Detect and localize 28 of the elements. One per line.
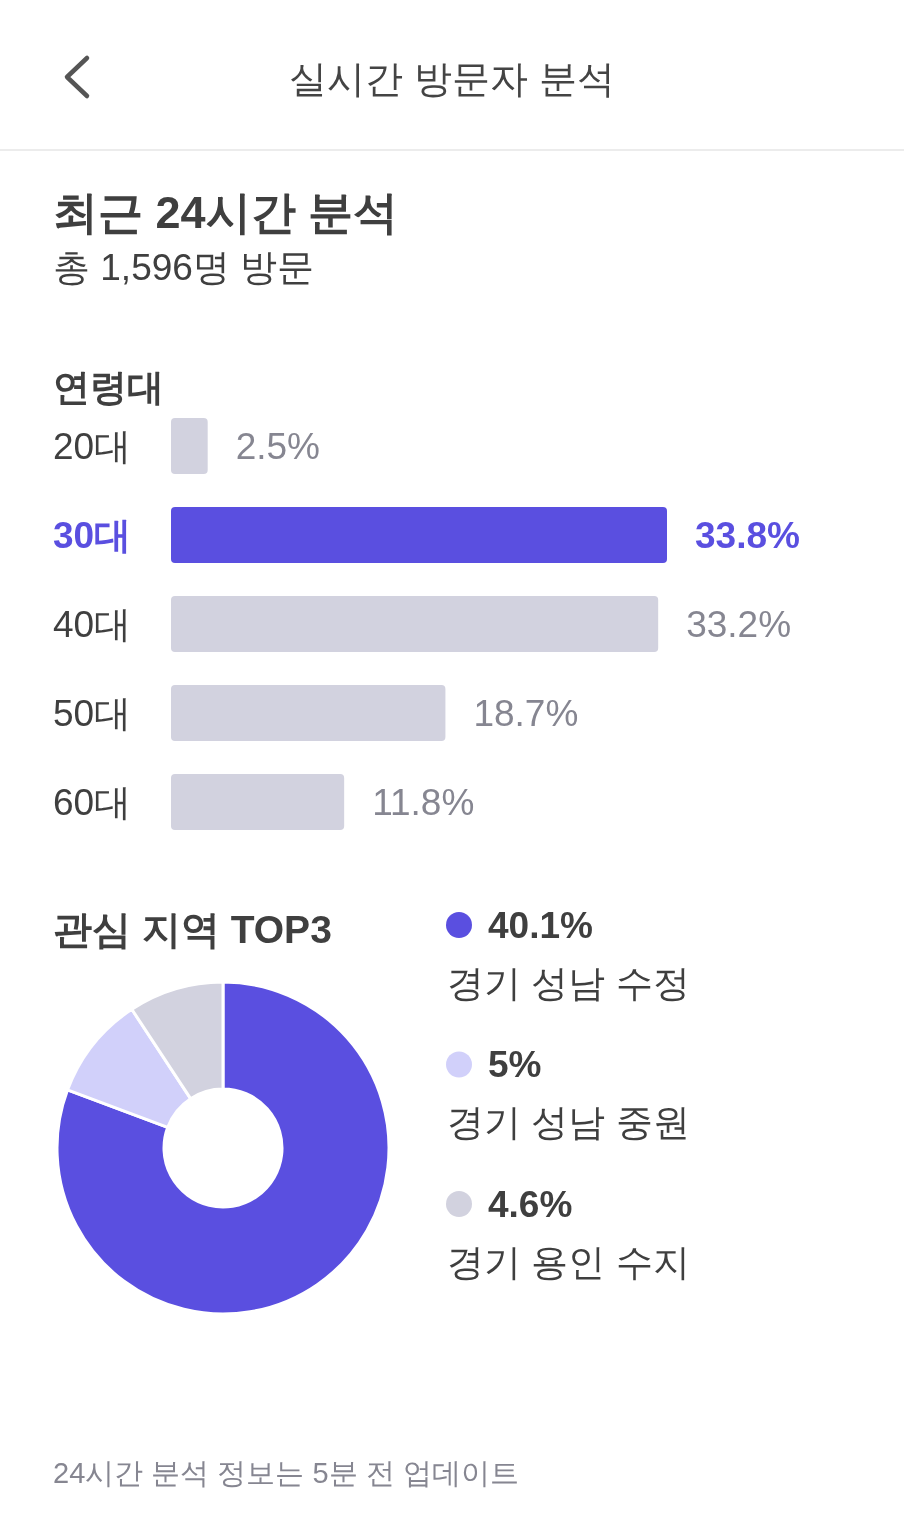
bar: [171, 774, 345, 830]
text: 최근 24시간 분석: [53, 187, 399, 238]
bar: [171, 596, 659, 652]
legend-label: 경기 성남 중원: [447, 1102, 690, 1143]
legend-label: 경기 용인 수지: [447, 1241, 690, 1283]
y-tick-label: 60대: [53, 781, 132, 823]
data-label: 4.6%: [488, 1183, 573, 1225]
y-tick-label: 20대: [53, 425, 132, 467]
y-tick-label: 50대: [53, 692, 132, 734]
data-label: 2.5%: [235, 425, 321, 467]
text: 24시간 분석 정보는 5분 전 업데이트: [53, 1457, 519, 1489]
y-tick-label: 30대: [53, 514, 132, 556]
bar: [171, 685, 446, 741]
bar: [171, 418, 208, 474]
data-label: 11.8%: [372, 781, 475, 823]
legend-label: 경기 성남 수정: [447, 962, 690, 1004]
data-label: 33.2%: [686, 603, 792, 645]
chart-title: 연령대: [53, 367, 164, 408]
text: 총 1,596명 방문: [53, 247, 315, 288]
data-label: 40.1%: [488, 904, 593, 946]
y-tick-label: 40대: [53, 603, 132, 645]
data-label: 5%: [488, 1044, 542, 1085]
data-label: 33.8%: [695, 514, 800, 556]
donut-slice: [55, 980, 391, 1316]
bar: [171, 507, 667, 563]
text: 실시간 방문자 분석: [289, 58, 615, 100]
chart-title: 관심 지역 TOP3: [53, 908, 332, 951]
data-label: 18.7%: [473, 692, 579, 734]
